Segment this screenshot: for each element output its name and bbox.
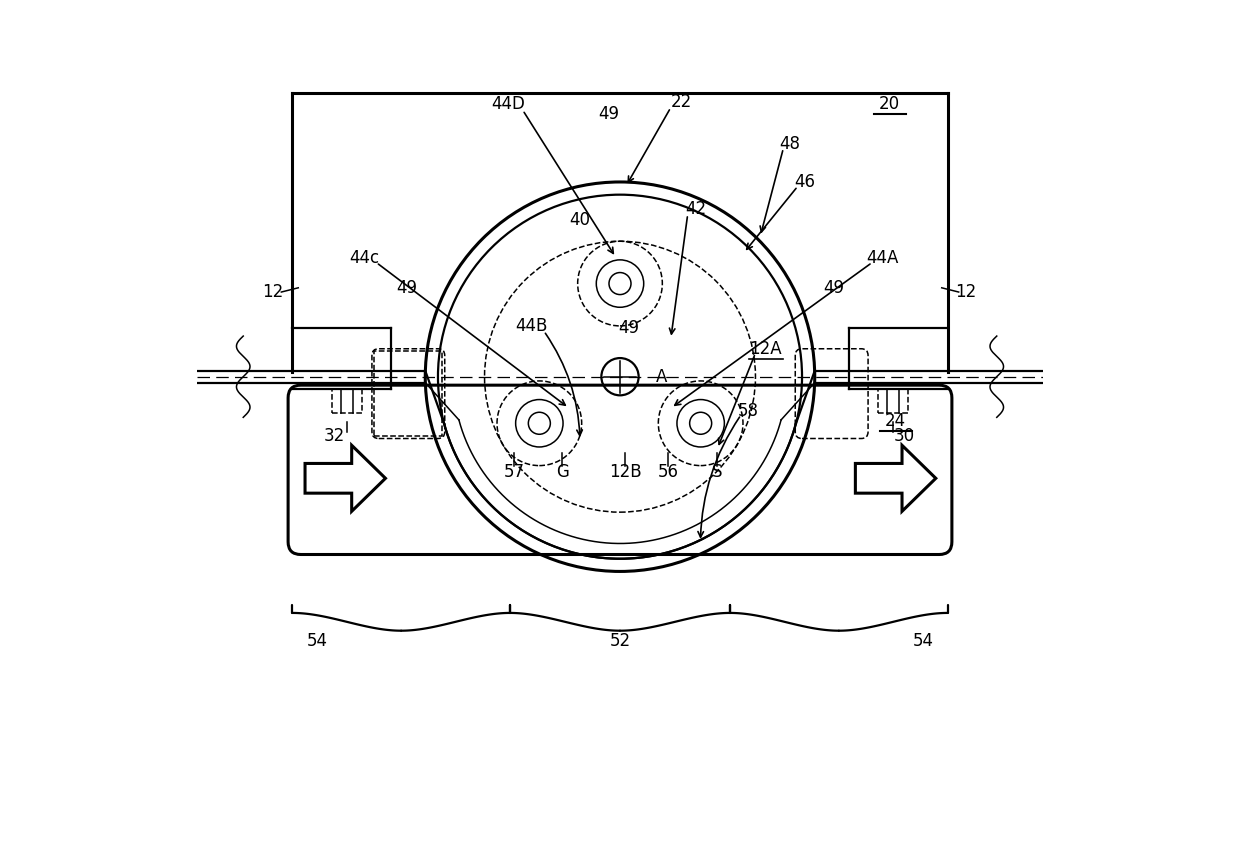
Bar bbox=[332, 389, 362, 413]
Text: 49: 49 bbox=[599, 105, 620, 123]
Text: 44A: 44A bbox=[867, 249, 899, 267]
Text: 12: 12 bbox=[955, 283, 976, 301]
Text: 49: 49 bbox=[823, 279, 844, 297]
Text: A: A bbox=[656, 368, 667, 386]
Text: 54: 54 bbox=[913, 632, 934, 650]
Text: 44D: 44D bbox=[491, 95, 526, 113]
Text: 58: 58 bbox=[738, 402, 759, 420]
Bar bbox=[878, 389, 908, 413]
Text: 12B: 12B bbox=[609, 463, 641, 481]
Text: 12: 12 bbox=[262, 283, 284, 301]
Text: 40: 40 bbox=[569, 211, 590, 229]
Text: 48: 48 bbox=[779, 135, 800, 153]
Text: 54: 54 bbox=[306, 632, 327, 650]
Text: 22: 22 bbox=[671, 92, 692, 110]
Text: 49: 49 bbox=[396, 279, 417, 297]
Text: S: S bbox=[712, 463, 723, 481]
Text: 57: 57 bbox=[503, 463, 525, 481]
Text: 24: 24 bbox=[884, 412, 905, 430]
Bar bbox=[374, 351, 443, 436]
Text: G: G bbox=[556, 463, 569, 481]
Text: 20: 20 bbox=[879, 95, 900, 113]
Text: 44B: 44B bbox=[515, 317, 547, 335]
Text: 32: 32 bbox=[324, 427, 345, 445]
Text: 46: 46 bbox=[794, 173, 815, 191]
Text: 30: 30 bbox=[894, 427, 915, 445]
Text: 44c: 44c bbox=[350, 249, 379, 267]
Text: 49: 49 bbox=[618, 319, 639, 337]
Text: 56: 56 bbox=[657, 463, 678, 481]
Text: 52: 52 bbox=[609, 632, 631, 650]
Text: 42: 42 bbox=[686, 200, 707, 218]
Text: 12A: 12A bbox=[749, 339, 782, 357]
